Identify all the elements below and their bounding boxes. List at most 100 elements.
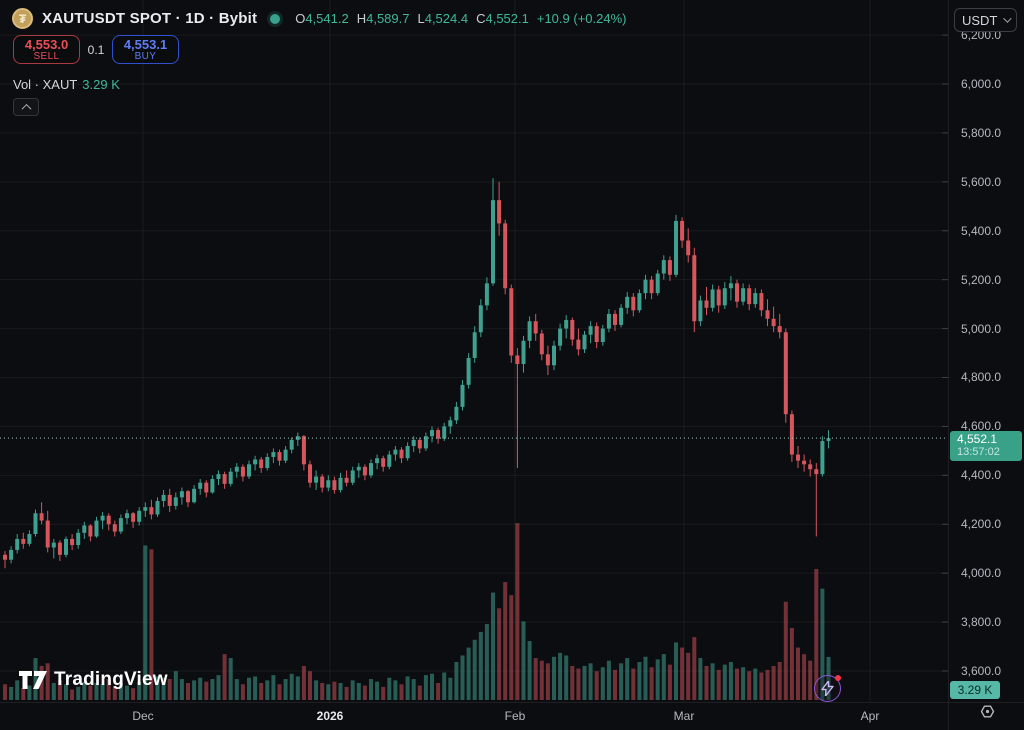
volume-bar <box>9 686 14 700</box>
volume-bar <box>301 665 306 700</box>
volume-bar <box>789 627 794 700</box>
candle-body <box>112 524 117 532</box>
volume-bar <box>143 545 148 700</box>
volume-bar <box>710 663 715 700</box>
candle-body <box>735 283 739 302</box>
ohlc-values: O4,541.2 H4,589.7 L4,524.4 C4,552.1 +10.… <box>295 11 626 26</box>
candle-body <box>460 384 465 407</box>
spread-value: 0.1 <box>87 42 105 57</box>
time-axis-label: Apr <box>860 709 880 723</box>
volume-bar <box>594 671 599 700</box>
volume-bar <box>39 665 44 700</box>
candle-body <box>442 426 447 439</box>
candle-body <box>143 507 148 511</box>
volume-bar <box>271 675 276 700</box>
sell-button[interactable]: 4,553.0 SELL <box>13 35 80 64</box>
volume-bar <box>51 682 56 700</box>
candle-body <box>430 430 434 437</box>
candle-body <box>399 449 404 459</box>
candle-body <box>405 445 410 459</box>
volume-bar <box>277 684 282 700</box>
candle-body <box>674 220 678 275</box>
candle-body <box>362 466 367 476</box>
buy-button[interactable]: 4,553.1 BUY <box>112 35 179 64</box>
candle-body <box>680 220 685 241</box>
candle-body <box>796 454 800 461</box>
volume-bar <box>167 679 172 700</box>
volume-bar <box>625 658 630 700</box>
candle-body <box>161 494 166 502</box>
tradingview-mark-icon <box>19 671 47 689</box>
candle-body <box>484 283 489 306</box>
volume-bar <box>64 684 68 700</box>
volume-bar <box>674 642 678 700</box>
candle-body <box>64 538 68 555</box>
volume-bar <box>478 631 483 700</box>
candle-body <box>82 525 87 533</box>
volume-indicator-row[interactable]: Vol · XAUT 3.29 K <box>13 77 120 92</box>
candle-body <box>521 340 526 365</box>
tradingview-logo[interactable]: TradingView <box>18 669 168 691</box>
candle-body <box>21 538 26 544</box>
volume-bar <box>106 679 111 700</box>
volume-bar <box>472 639 477 700</box>
volume-bar <box>289 673 294 700</box>
volume-bar <box>649 667 654 700</box>
collapse-panel-button[interactable] <box>13 98 39 116</box>
volume-bar <box>338 682 343 700</box>
candle-body <box>765 310 770 319</box>
volume-bar <box>82 681 87 700</box>
timezone-settings-button[interactable] <box>977 702 997 722</box>
candle-body <box>503 223 508 289</box>
chart-legend: ₮ XAUTUSDT SPOT · 1D · Bybit O4,541.2 H4… <box>12 8 626 29</box>
candle-body <box>350 470 355 483</box>
candle-body <box>186 491 190 503</box>
volume-bar <box>283 679 288 700</box>
candle-body <box>192 488 197 503</box>
volume-bar <box>100 684 105 700</box>
candle-body <box>167 494 172 506</box>
current-volume-badge: 3.29 K <box>950 681 1000 699</box>
time-axis[interactable]: Dec 2026 Feb Mar Apr <box>0 702 1024 730</box>
volume-bar <box>411 679 416 700</box>
candle-body <box>698 300 703 322</box>
xaut-coin-icon: ₮ <box>12 8 33 29</box>
volume-bar <box>45 663 50 700</box>
gear-icon <box>980 705 994 717</box>
candle-body <box>375 458 380 464</box>
volume-bar <box>405 676 410 700</box>
candle-body <box>411 439 416 446</box>
volume-bar <box>15 680 20 700</box>
flash-trade-button[interactable] <box>814 675 841 702</box>
time-axis-label: Mar <box>673 709 695 723</box>
candle-body <box>155 501 160 515</box>
symbol-title[interactable]: XAUTUSDT SPOT · 1D · Bybit <box>42 10 258 27</box>
candle-body <box>594 326 599 343</box>
volume-bar <box>533 658 538 700</box>
candle-body <box>759 293 764 311</box>
volume-bar <box>783 601 788 700</box>
price-axis[interactable]: 6,200.0 6,000.0 5,800.0 5,600.0 5,400.0 5,200… <box>948 0 1024 702</box>
volume-bar <box>503 582 508 700</box>
volume-bar <box>350 680 355 700</box>
volume-bar <box>417 685 422 700</box>
candle-body <box>619 307 624 325</box>
candle-body <box>606 313 611 329</box>
candle-body <box>76 532 81 546</box>
candle-body <box>576 339 581 350</box>
price-tick-label: 5,600.0 <box>961 174 1002 189</box>
volume-bar <box>399 684 404 700</box>
chevron-up-icon <box>21 103 31 114</box>
volume-bar <box>808 660 813 700</box>
volume-bar <box>753 668 758 700</box>
volume-bar <box>332 681 337 700</box>
candle-body <box>704 300 709 308</box>
currency-selector[interactable]: USDT <box>954 8 1017 32</box>
candle-body <box>539 333 544 355</box>
volume-bar <box>131 688 136 700</box>
candle-body <box>613 313 617 325</box>
candle-body <box>661 260 666 274</box>
candle-body <box>173 497 178 506</box>
candle-body <box>588 326 593 335</box>
